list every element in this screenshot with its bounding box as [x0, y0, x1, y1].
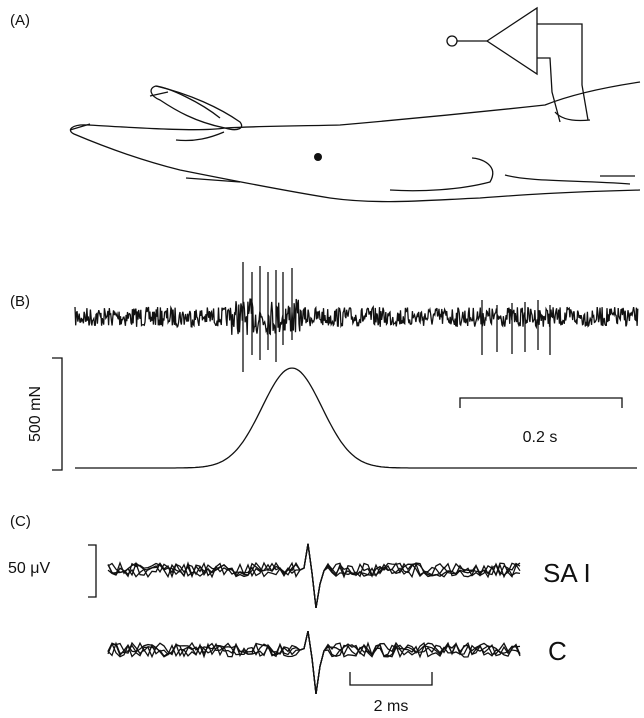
nerve-recording: [75, 262, 638, 372]
waveform: [108, 544, 520, 608]
waveform: [108, 631, 520, 694]
panel-label: (A): [10, 12, 30, 29]
sa1-waveforms: [108, 544, 520, 608]
waveform: [108, 631, 520, 694]
time-scale-bar: [460, 398, 622, 408]
voltage-scale-bar: [88, 545, 96, 597]
waveform: [108, 544, 520, 608]
time-scale-bar: [350, 672, 432, 685]
force-scale-bar: [52, 358, 62, 470]
force-trace: [75, 368, 637, 468]
trace-label: C: [548, 636, 567, 666]
voltage-scale-label: 50 μV: [8, 560, 50, 577]
waveform: [108, 631, 520, 694]
force-scale-label: 500 mN: [27, 386, 44, 442]
figure: (A) (B) 500 mN 0.2 s (C) 50 μV SA I C 2 …: [0, 0, 644, 718]
stimulus-site: [314, 153, 322, 161]
time-scale-label: 2 ms: [374, 698, 409, 715]
panel-label: (B): [10, 293, 30, 310]
time-scale-label: 0.2 s: [523, 429, 558, 446]
waveform: [108, 631, 520, 694]
waveform: [108, 544, 520, 608]
amplifier: [447, 8, 588, 122]
panel-label: (C): [10, 513, 31, 530]
waveform: [108, 544, 520, 608]
trace-label: SA I: [543, 558, 591, 588]
c-waveforms: [108, 631, 520, 694]
